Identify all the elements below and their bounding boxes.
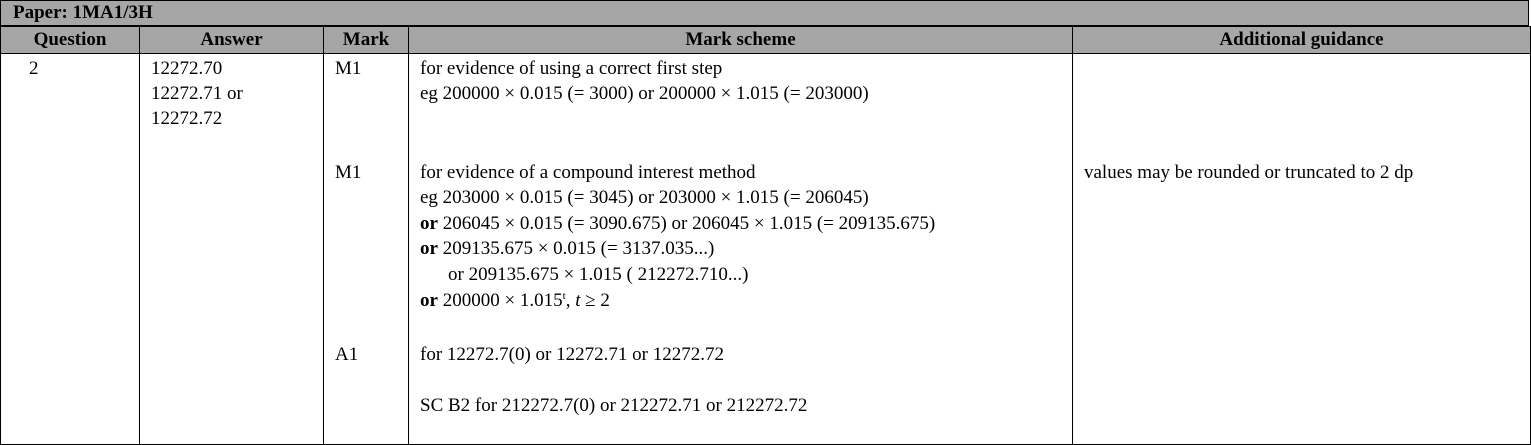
variable-t: t: [575, 290, 581, 311]
scheme-m1a-line-1: for evidence of using a correct first st…: [420, 58, 723, 79]
scheme-m1a-line-2: eg 200000 × 0.015 (= 3000) or 200000 × 1…: [420, 83, 869, 104]
additional-guidance-cell: values may be rounded or truncated to 2 …: [1072, 53, 1531, 445]
mark-scheme-cell: for evidence of using a correct first st…: [408, 53, 1073, 445]
separator: ,: [565, 290, 576, 311]
header-additional-guidance: Additional guidance: [1072, 26, 1531, 54]
scheme-m1b-line-4-text: 209135.675 × 0.015 (= 3137.035...): [437, 238, 715, 259]
guidance-m1b: values may be rounded or truncated to 2 …: [1084, 162, 1414, 183]
or-keyword: or: [420, 238, 438, 259]
scheme-m1b-line-3: or 206045 × 0.015 (= 3090.675) or 206045…: [420, 211, 935, 236]
scheme-m1b-line-1: for evidence of a compound interest meth…: [420, 162, 756, 183]
answer-line-2: 12272.71 or: [151, 83, 243, 104]
question-number: 2: [29, 58, 39, 79]
table-row: 2 12272.70 12272.71 or 12272.72 M1 M1 A1: [0, 53, 1531, 445]
mark-m1-second: M1: [335, 162, 362, 183]
scheme-a1-line-2: SC B2 for 212272.7(0) or 212272.71 or 21…: [420, 395, 808, 416]
scheme-a1-line-1: for 12272.7(0) or 12272.71 or 12272.72: [420, 344, 724, 365]
scheme-m1b-line-5: or 209135.675 × 1.015 ( 212272.710...): [448, 264, 749, 285]
condition: ≥ 2: [580, 290, 610, 311]
header-answer: Answer: [139, 26, 324, 54]
or-keyword: or: [420, 213, 438, 234]
header-mark: Mark: [323, 26, 409, 54]
or-keyword: or: [420, 290, 438, 311]
paper-title: Paper: 1MA1/3H: [0, 0, 1529, 26]
scheme-m1b-line-3-text: 206045 × 0.015 (= 3090.675) or 206045 × …: [437, 213, 936, 234]
question-cell: 2: [0, 53, 140, 445]
scheme-m1b-line-4: or 209135.675 × 0.015 (= 3137.035...): [420, 236, 714, 261]
answer-cell: 12272.70 12272.71 or 12272.72: [139, 53, 324, 445]
header-question: Question: [0, 26, 140, 54]
mark-scheme-table: Question Answer Mark Mark scheme Additio…: [0, 26, 1531, 445]
mark-m1-first: M1: [335, 58, 362, 79]
answer-line-1: 12272.70: [151, 58, 223, 79]
exponent: t: [562, 290, 566, 302]
mark-a1: A1: [335, 344, 359, 365]
mark-cell: M1 M1 A1: [323, 53, 409, 445]
scheme-m1b-line-6-text: 200000 × 1.015: [437, 290, 563, 311]
scheme-m1b-line-2: eg 203000 × 0.015 (= 3045) or 203000 × 1…: [420, 187, 869, 208]
scheme-m1b-line-6: or 200000 × 1.015t, t ≥ 2: [420, 288, 610, 313]
header-mark-scheme: Mark scheme: [408, 26, 1073, 54]
answer-line-3: 12272.72: [151, 108, 223, 129]
header-row: Question Answer Mark Mark scheme Additio…: [0, 26, 1531, 54]
